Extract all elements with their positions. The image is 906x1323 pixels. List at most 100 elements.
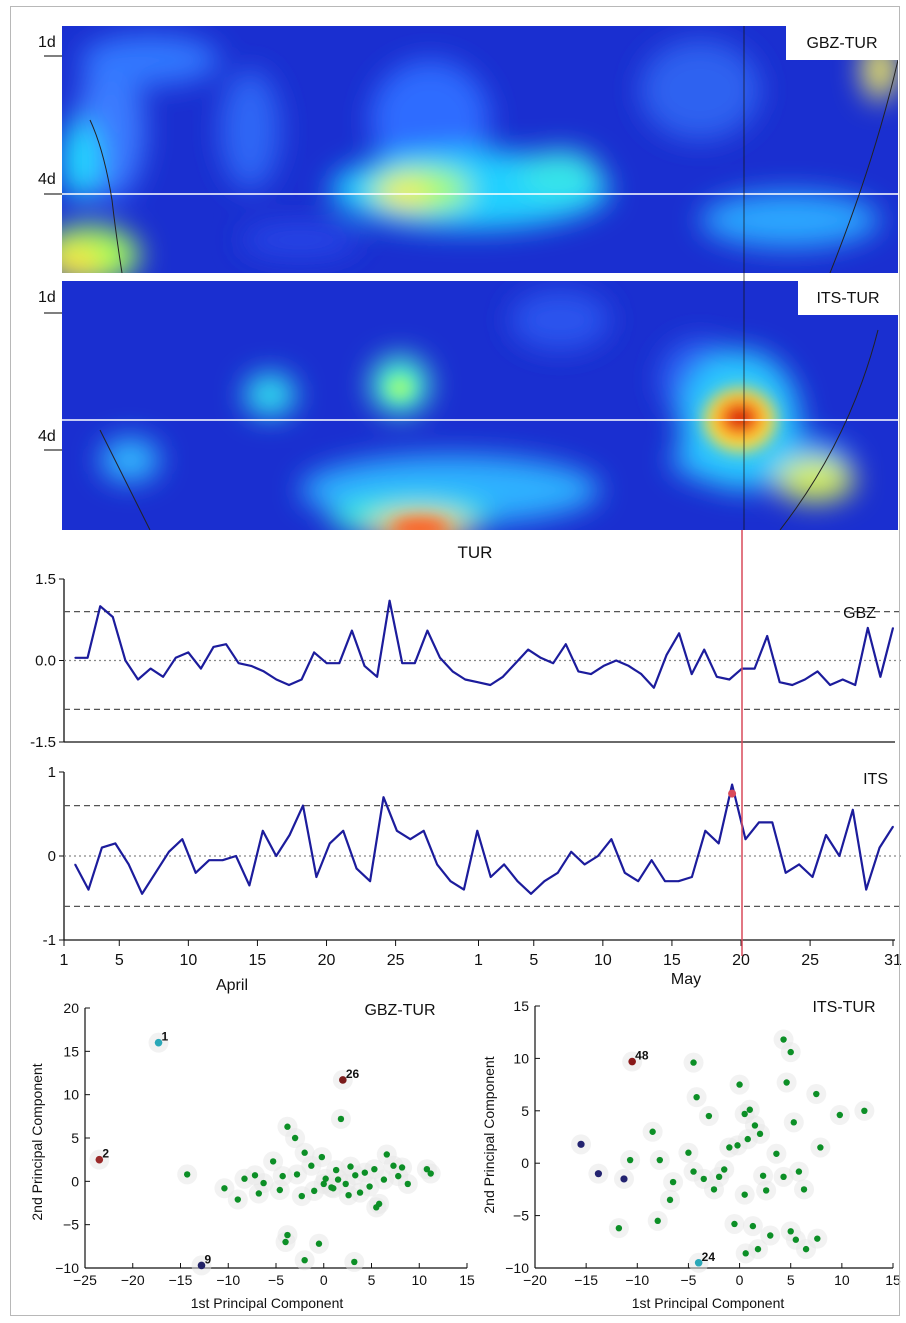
data-point: [125, 660, 127, 662]
y-tick-label: 10: [513, 1050, 529, 1066]
data-point: [530, 893, 532, 895]
data-point: [316, 876, 318, 878]
x-tick-label: 0: [736, 1272, 744, 1288]
data-point: [235, 855, 237, 857]
x-tick-label: 25: [801, 952, 819, 969]
data-point: [326, 662, 328, 664]
scatter-point: [311, 1188, 317, 1194]
data-point: [301, 679, 303, 681]
x-tick-label: 5: [787, 1272, 795, 1288]
data-point: [779, 681, 781, 683]
data-point: [162, 676, 164, 678]
scatter-title: ITS-TUR: [812, 999, 875, 1016]
series-line: [75, 601, 893, 688]
scatter-point: [760, 1173, 766, 1179]
y-tick-label: 15: [513, 998, 529, 1014]
x-tick-label: 5: [529, 952, 538, 969]
x-tick-label: 15: [885, 1272, 901, 1288]
data-point: [527, 649, 529, 651]
scatter-point: [657, 1157, 663, 1163]
data-point: [792, 684, 794, 686]
scatter-point: [616, 1225, 622, 1231]
data-point: [369, 880, 371, 882]
data-point: [691, 876, 693, 878]
data-point: [188, 652, 190, 654]
data-point: [766, 635, 768, 637]
data-point: [653, 687, 655, 689]
scatter-point: [716, 1174, 722, 1180]
scatter-point: [308, 1163, 314, 1169]
data-point: [798, 864, 800, 866]
heatmap-its-tur: ITS-TUR 1d 4d: [38, 281, 898, 546]
scatter-point: [301, 1150, 307, 1156]
scatter-point: [763, 1187, 769, 1193]
scatter-point: [731, 1221, 737, 1227]
data-point: [557, 872, 559, 874]
scatter-point: [793, 1237, 799, 1243]
data-point: [628, 665, 630, 667]
data-point: [99, 605, 101, 607]
y-tick-label: −5: [63, 1217, 79, 1233]
data-point: [383, 796, 385, 798]
point-label: 26: [346, 1067, 360, 1081]
data-point: [590, 673, 592, 675]
data-point: [351, 630, 353, 632]
heatmap-gbz-tur: GBZ-TUR 1d 4d: [38, 26, 898, 285]
scatter-point: [292, 1135, 298, 1141]
y-tick-label: 1d: [38, 34, 56, 51]
data-point: [503, 864, 505, 866]
data-point: [262, 830, 264, 832]
scatter-point: [670, 1179, 676, 1185]
scatter-point: [796, 1168, 802, 1174]
x-tick-label: −10: [216, 1272, 240, 1288]
data-point: [175, 657, 177, 659]
scatter-point: [736, 1081, 742, 1087]
scatter-point: [277, 1187, 283, 1193]
data-point: [879, 847, 881, 849]
scatter-point: [333, 1167, 339, 1173]
y-tick-label: 0: [48, 848, 56, 865]
y-tick-label: 1d: [38, 289, 56, 306]
x-tick-label: 20: [318, 952, 336, 969]
scatter-point: [801, 1186, 807, 1192]
scatter-point: [750, 1223, 756, 1229]
scatter-point: [366, 1183, 372, 1189]
outlier-point: [595, 1170, 602, 1177]
data-point: [718, 843, 720, 845]
scatter-title: GBZ-TUR: [364, 1002, 435, 1019]
data-point: [238, 662, 240, 664]
scatter-point: [347, 1163, 353, 1169]
data-point: [195, 872, 197, 874]
data-point: [611, 838, 613, 840]
data-point: [222, 859, 224, 861]
data-point: [329, 843, 331, 845]
y-tick-label: -1: [43, 932, 56, 949]
data-point: [754, 668, 756, 670]
scatter-point: [357, 1189, 363, 1195]
data-point: [664, 880, 666, 882]
data-point: [804, 679, 806, 681]
data-point: [637, 880, 639, 882]
scatter-point: [667, 1197, 673, 1203]
data-point: [452, 671, 454, 673]
data-point: [578, 671, 580, 673]
scatter-point: [757, 1131, 763, 1137]
x-axis-label: 1st Principal Component: [191, 1295, 344, 1311]
data-point: [603, 665, 605, 667]
y-tick-label: 20: [63, 1000, 79, 1016]
data-point: [880, 676, 882, 678]
scatter-point: [706, 1113, 712, 1119]
data-point: [867, 627, 869, 629]
data-point: [396, 830, 398, 832]
scatter-point: [279, 1173, 285, 1179]
y-tick-label: 0: [71, 1173, 79, 1189]
y-tick-label: 5: [71, 1130, 79, 1146]
y-tick-label: 1: [48, 764, 56, 781]
scatter-point: [627, 1157, 633, 1163]
x-tick-label: 10: [411, 1272, 427, 1288]
series-label: ITS: [863, 771, 888, 788]
scatter-point: [373, 1204, 379, 1210]
data-point: [225, 643, 227, 645]
x-tick-label: −5: [680, 1272, 696, 1288]
data-point: [678, 633, 680, 635]
